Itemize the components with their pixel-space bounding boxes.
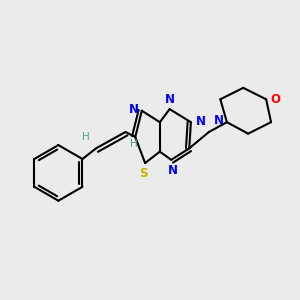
Text: N: N xyxy=(129,103,139,116)
Text: N: N xyxy=(196,115,206,128)
Text: O: O xyxy=(270,93,280,106)
Text: N: N xyxy=(214,114,224,127)
Text: N: N xyxy=(168,164,178,177)
Text: H: H xyxy=(130,139,138,149)
Text: H: H xyxy=(82,133,90,142)
Text: N: N xyxy=(165,94,175,106)
Text: S: S xyxy=(139,167,148,180)
